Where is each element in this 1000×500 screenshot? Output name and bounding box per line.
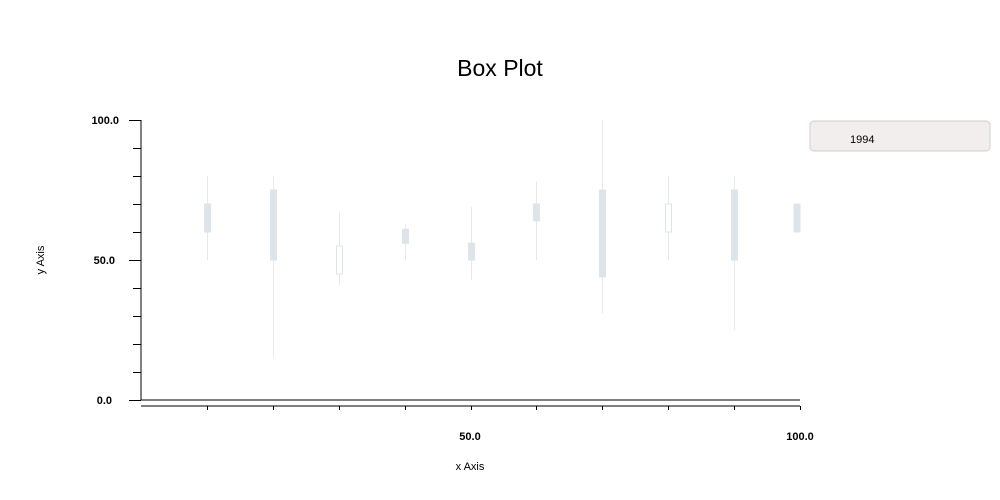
- box-10: [204, 203, 211, 233]
- box-40: [402, 228, 409, 244]
- y-tick-label: 100.0: [91, 115, 119, 127]
- box-20: [270, 189, 277, 261]
- box-90: [731, 189, 738, 261]
- legend-entry-1994: 1994: [850, 134, 874, 146]
- box-60: [533, 203, 540, 222]
- box-100: [793, 203, 801, 233]
- x-axis-ticks: [207, 406, 801, 410]
- legend-box: [809, 120, 991, 152]
- x-tick-label: 50.0: [459, 431, 480, 443]
- legend: 1994: [809, 120, 991, 152]
- box-50: [468, 242, 475, 261]
- box-70: [599, 189, 606, 278]
- y-axis-label: y Axis: [35, 245, 47, 274]
- y-axis-ticks: [129, 120, 141, 401]
- x-axis-label: x Axis: [456, 461, 485, 473]
- chart-title: Box Plot: [457, 55, 543, 81]
- box-80: [665, 203, 672, 233]
- y-tick-label: 50.0: [94, 255, 115, 267]
- x-tick-label: 100.0: [786, 431, 814, 443]
- y-tick-label: 0.0: [97, 395, 112, 407]
- plot-area: [204, 120, 801, 358]
- box-30: [336, 245, 343, 275]
